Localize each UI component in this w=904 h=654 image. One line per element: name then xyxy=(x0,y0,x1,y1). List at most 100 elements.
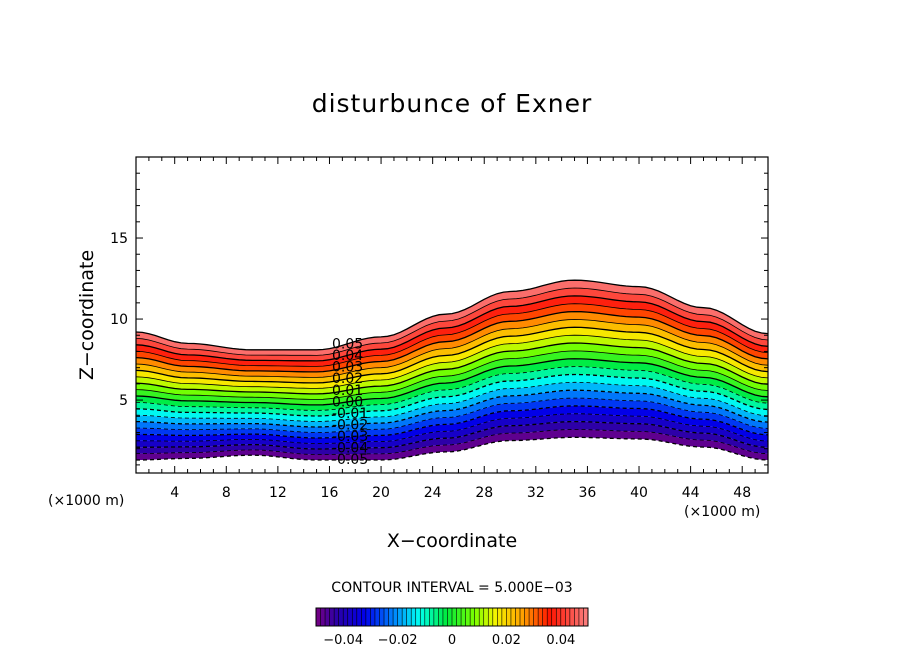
colorbar-cell xyxy=(542,608,548,626)
y-axis-label: Z−coordinate xyxy=(76,250,98,380)
contour-line xyxy=(136,389,768,428)
contour-label: -0.01 xyxy=(332,406,368,422)
y-tick-label: 5 xyxy=(119,393,128,409)
x-tick-label: 44 xyxy=(682,485,700,501)
contour-label: -0.03 xyxy=(332,429,368,445)
colorbar-cell xyxy=(538,608,543,626)
x-axis: 4 8 12 16 20 24 28 32 36 40 44 48 xyxy=(135,157,769,501)
colorbar-cell xyxy=(569,608,575,626)
colorbar-cell xyxy=(433,608,439,626)
x-axis-label: X−coordinate xyxy=(387,530,517,552)
colorbar-cell xyxy=(551,608,557,626)
x-unit-label-right: (×1000 m) xyxy=(684,504,760,520)
contour-line xyxy=(136,420,768,450)
colorbar-cell xyxy=(510,608,516,626)
colorbar-cell xyxy=(452,608,457,626)
colorbar-cell xyxy=(583,608,589,626)
contour-band xyxy=(136,382,768,427)
contour-line xyxy=(136,405,768,439)
colorbar-cell xyxy=(352,608,358,626)
contour-band xyxy=(136,350,768,405)
contour-band xyxy=(136,374,768,422)
contour-band xyxy=(136,311,768,378)
colorbar-cell xyxy=(483,608,489,626)
x-tick-label: 28 xyxy=(475,485,493,501)
colorbar-cell xyxy=(456,608,462,626)
colorbar-cell xyxy=(365,608,371,626)
colorbar-cell xyxy=(411,608,417,626)
contour-line xyxy=(136,295,768,362)
contour-label: 0.04 xyxy=(332,348,363,364)
contour-line xyxy=(136,373,768,417)
contour-line xyxy=(136,436,768,461)
colorbar-cell xyxy=(465,608,471,626)
contour-band xyxy=(136,398,768,438)
colorbar-frame xyxy=(315,607,589,627)
colorbar-cell xyxy=(388,608,394,626)
colorbar-cell xyxy=(379,608,385,626)
colorbar-cell xyxy=(370,608,376,626)
contour-band xyxy=(136,343,768,400)
contour-band xyxy=(136,303,768,372)
colorbar-cell xyxy=(442,608,448,626)
colorbar-cell xyxy=(393,608,398,626)
contour-label: 0.05 xyxy=(332,337,363,353)
colorbar-cell xyxy=(361,608,367,626)
colorbar-cell xyxy=(402,608,407,626)
contour-line xyxy=(136,429,768,455)
colorbar-cell xyxy=(520,608,525,626)
colorbar-cell xyxy=(474,608,480,626)
colorbar-cell xyxy=(501,608,507,626)
contour-field xyxy=(136,279,768,461)
colorbar-tick-label: 0.04 xyxy=(546,633,575,648)
colorbar-cell xyxy=(420,608,426,626)
contour-label: -0.04 xyxy=(332,441,368,457)
colorbar-cell xyxy=(397,608,403,626)
colorbar-cell xyxy=(479,608,485,626)
colorbar-cell xyxy=(329,608,335,626)
contour-line xyxy=(136,413,768,444)
colorbar-cell xyxy=(384,608,389,626)
contour-label: 0.01 xyxy=(332,383,363,399)
colorbar-cell xyxy=(529,608,534,626)
contour-line xyxy=(136,287,768,356)
colorbar-cell xyxy=(374,608,380,626)
contour-line xyxy=(136,350,768,400)
colorbar-cell xyxy=(524,608,530,626)
colorbar-cell xyxy=(556,608,562,626)
contour-band xyxy=(136,327,768,389)
contour-line xyxy=(136,342,768,395)
contour-band xyxy=(136,358,768,411)
x-tick-label: 8 xyxy=(222,485,231,501)
contour-line xyxy=(136,326,768,384)
x-tick-label: 32 xyxy=(527,485,545,501)
contour-line xyxy=(136,334,768,389)
colorbar-cell xyxy=(429,608,435,626)
contour-line xyxy=(136,310,768,373)
contour-line xyxy=(136,358,768,406)
colorbar-cell xyxy=(320,608,326,626)
x-unit-label-left: (×1000 m) xyxy=(48,493,124,509)
contour-labels: 0.050.040.030.020.010.00-0.01-0.02-0.03-… xyxy=(332,337,368,468)
colorbar-cell xyxy=(347,608,353,626)
colorbar-ticks: −0.04 −0.02 0 0.02 0.04 xyxy=(323,633,575,648)
colorbar-cell xyxy=(488,608,494,626)
contour-band xyxy=(136,319,768,383)
contour-label: 0.03 xyxy=(332,360,363,376)
contour-band xyxy=(136,295,768,367)
contour-line xyxy=(136,303,768,367)
colorbar-cell xyxy=(560,608,566,626)
colorbar-tick-label: 0.02 xyxy=(492,633,521,648)
colorbar-tick-label: 0 xyxy=(448,633,456,648)
colorbar-cell xyxy=(415,608,421,626)
colorbar-cell xyxy=(492,608,498,626)
contour-band xyxy=(136,335,768,394)
colorbar-tick-label: −0.02 xyxy=(378,633,418,648)
x-tick-label: 4 xyxy=(170,485,179,501)
colorbar-cell xyxy=(356,608,362,626)
contour-band xyxy=(136,280,768,356)
contour-label: -0.05 xyxy=(332,452,368,468)
colorbar xyxy=(315,607,589,627)
contour-interval-text: CONTOUR INTERVAL = 5.000E−03 xyxy=(331,580,572,596)
contour-label: 0.00 xyxy=(332,394,363,410)
